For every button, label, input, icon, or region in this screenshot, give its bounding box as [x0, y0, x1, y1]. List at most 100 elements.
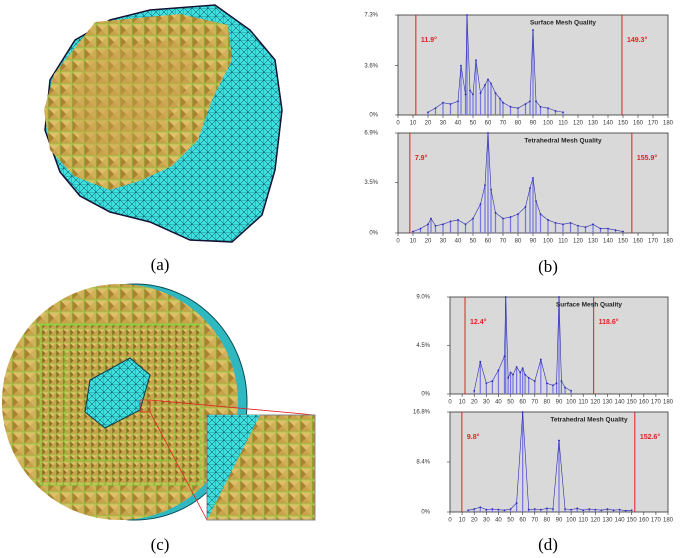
point	[472, 217, 474, 220]
x-tick-label: 30	[440, 239, 447, 245]
bar	[535, 101, 537, 115]
point	[519, 371, 522, 374]
point	[430, 217, 432, 220]
bar	[560, 381, 563, 394]
y-tick-label: 6.9%	[364, 131, 378, 137]
bar	[540, 509, 542, 512]
point	[503, 355, 506, 358]
point	[427, 111, 429, 114]
caption: (a)	[151, 255, 170, 274]
x-tick-label: 160	[639, 400, 650, 406]
point	[499, 97, 501, 100]
y-tick-label: 9.0%	[416, 295, 430, 301]
point	[524, 373, 526, 376]
point	[442, 101, 444, 104]
x-tick-label: 20	[471, 400, 478, 406]
point	[614, 229, 617, 232]
point	[562, 111, 564, 114]
x-tick-label: 150	[618, 121, 629, 127]
point	[473, 389, 476, 392]
point	[504, 296, 507, 298]
bar	[469, 90, 471, 115]
bar	[490, 83, 492, 115]
x-tick-label: 180	[663, 239, 674, 245]
point	[487, 132, 489, 134]
point	[539, 105, 542, 108]
bar	[577, 225, 579, 233]
x-tick-label: 140	[615, 400, 626, 406]
x-tick-label: 60	[485, 121, 492, 127]
point	[490, 188, 492, 191]
point	[600, 509, 603, 512]
point	[527, 508, 530, 511]
threshold-label: 7.9°	[415, 154, 428, 162]
point	[419, 227, 422, 230]
x-tick-label: 60	[485, 239, 492, 245]
x-tick-label: 130	[602, 518, 613, 524]
x-tick-label: 0	[396, 121, 400, 127]
y-tick-label: 0%	[369, 231, 378, 237]
x-tick-label: 0	[448, 518, 452, 524]
x-tick-label: 50	[507, 400, 514, 406]
bar	[509, 509, 512, 512]
point	[460, 64, 462, 67]
bar	[464, 94, 467, 115]
bar	[535, 201, 537, 233]
bar	[524, 374, 526, 394]
point	[582, 509, 585, 512]
point	[479, 92, 482, 94]
y-tick-label: 0%	[369, 113, 378, 119]
trend-line	[412, 132, 624, 232]
point	[497, 508, 500, 511]
bar	[606, 509, 609, 512]
bar	[485, 509, 487, 512]
x-tick-label: 40	[455, 239, 462, 245]
bar	[588, 509, 590, 512]
threshold-label: 118.6°	[599, 318, 619, 326]
x-tick-label: 50	[470, 121, 477, 127]
x-tick-label: 120	[573, 121, 584, 127]
point	[612, 509, 615, 512]
bar	[479, 93, 482, 115]
x-tick-label: 20	[471, 518, 478, 524]
point	[527, 376, 530, 379]
y-tick-label: 0%	[421, 510, 430, 516]
x-tick-label: 70	[500, 239, 507, 245]
point	[509, 105, 512, 108]
x-tick-label: 50	[470, 239, 477, 245]
bar	[449, 221, 452, 233]
point	[524, 103, 527, 105]
bar	[494, 93, 497, 115]
bar	[491, 381, 493, 394]
point	[529, 187, 531, 189]
bar	[490, 189, 492, 233]
point	[552, 384, 554, 387]
x-tick-label: 70	[500, 121, 507, 127]
point	[472, 93, 474, 96]
bar	[509, 106, 512, 115]
point	[554, 221, 557, 224]
x-tick-label: 80	[515, 239, 522, 245]
x-tick-label: 60	[519, 400, 526, 406]
point	[569, 221, 572, 224]
point	[507, 376, 510, 379]
threshold-label: 11.9°	[421, 36, 437, 44]
bar	[554, 110, 557, 115]
x-tick-label: 130	[588, 239, 599, 245]
point	[469, 89, 471, 92]
point	[588, 508, 591, 510]
point	[515, 502, 518, 504]
bar	[547, 219, 549, 233]
x-tick-label: 160	[639, 518, 650, 524]
bar	[499, 98, 501, 115]
bar	[594, 509, 596, 512]
x-tick-label: 10	[459, 518, 466, 524]
x-tick-label: 150	[627, 400, 638, 406]
x-tick-label: 130	[602, 400, 613, 406]
bar	[502, 218, 504, 233]
threshold-label: 149.3°	[627, 36, 648, 44]
x-tick-label: 150	[618, 239, 629, 245]
point	[464, 223, 467, 226]
x-tick-label: 90	[556, 400, 563, 406]
